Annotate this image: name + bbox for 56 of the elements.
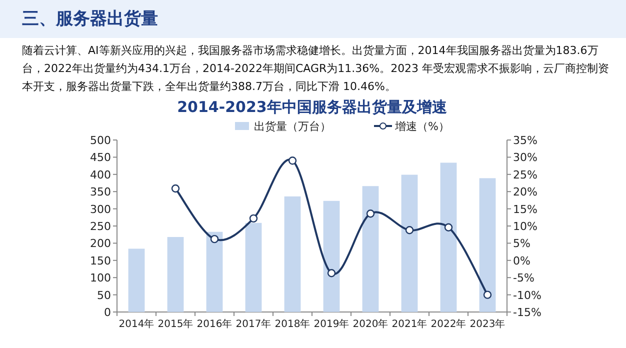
x-tick-label: 2023年	[470, 318, 506, 330]
legend-label: 增速（%）	[394, 120, 450, 133]
point	[444, 223, 453, 232]
y-tick-label: 50	[97, 288, 111, 302]
x-tick-label: 2017年	[236, 318, 272, 330]
y2-tick-label: 25%	[513, 168, 538, 182]
y-tick-label: 500	[90, 134, 111, 147]
point	[288, 156, 297, 165]
y2-tick-label: 5%	[513, 237, 530, 250]
y-tick-label: 250	[90, 220, 111, 233]
x-tick-label: 2021年	[392, 318, 428, 330]
y2-tick-label: 20%	[513, 186, 538, 199]
point	[366, 210, 375, 218]
bar	[479, 178, 496, 312]
point	[210, 234, 219, 244]
y-tick-label: 450	[90, 151, 111, 164]
x-tick-label: 2014年	[118, 318, 154, 330]
chart-title: 2014-2023年中国服务器出货量及增速	[177, 98, 448, 116]
x-tick-label: 2020年	[352, 318, 388, 330]
y2-tick-label: 0%	[513, 254, 530, 268]
bar	[362, 186, 379, 312]
y2-tick-label: -10%	[513, 288, 542, 302]
x-tick-label: 2019年	[314, 318, 350, 330]
legend-label: 出货量（万台）	[254, 120, 331, 133]
point	[327, 269, 336, 278]
point	[405, 226, 414, 234]
bar	[206, 232, 223, 312]
y-tick-label: 200	[90, 237, 111, 250]
y2-tick-label: -5%	[513, 272, 534, 285]
x-tick-label: 2018年	[274, 318, 310, 330]
x-tick-label: 2022年	[430, 318, 466, 330]
text: 三、服务器出货量	[22, 8, 158, 30]
bar	[284, 196, 301, 312]
y2-tick-label: 30%	[513, 151, 538, 164]
point	[483, 290, 492, 299]
y-tick-label: 100	[90, 272, 111, 285]
x-tick-label: 2015年	[158, 318, 194, 330]
y-tick-label: 150	[90, 254, 111, 268]
y2-tick-label: 15%	[513, 202, 538, 216]
bar	[440, 162, 457, 312]
x-tick-label: 2016年	[196, 318, 232, 330]
bar	[245, 222, 262, 312]
bar	[323, 200, 340, 312]
y-tick-label: 350	[90, 186, 111, 199]
y2-tick-label: 10%	[513, 220, 538, 233]
bar	[128, 248, 145, 312]
bar	[167, 237, 184, 312]
y2-tick-label: -15%	[513, 306, 542, 319]
y2-tick-label: 35%	[513, 134, 538, 147]
y-tick-label: 0	[104, 306, 111, 319]
point	[249, 214, 258, 223]
y-tick-label: 400	[90, 168, 111, 182]
chart-subtitle: 随着云计算、AI等新兴应用的兴起，我国服务器市场需求稳健增长。出货量方面，2014年我国服务器出货量为183.6万台，2022年出货量约为434.1万台，2014-2022年期间CAGR为11.36%。2023 年受宏观需求不振影响，云厂商控制资本开支，服务器出货量下跌，全年出货量约388.7万台，同比下滑 10.46%。	[22, 43, 610, 95]
y-tick-label: 300	[90, 202, 111, 216]
point	[171, 184, 180, 193]
bar	[401, 174, 418, 312]
